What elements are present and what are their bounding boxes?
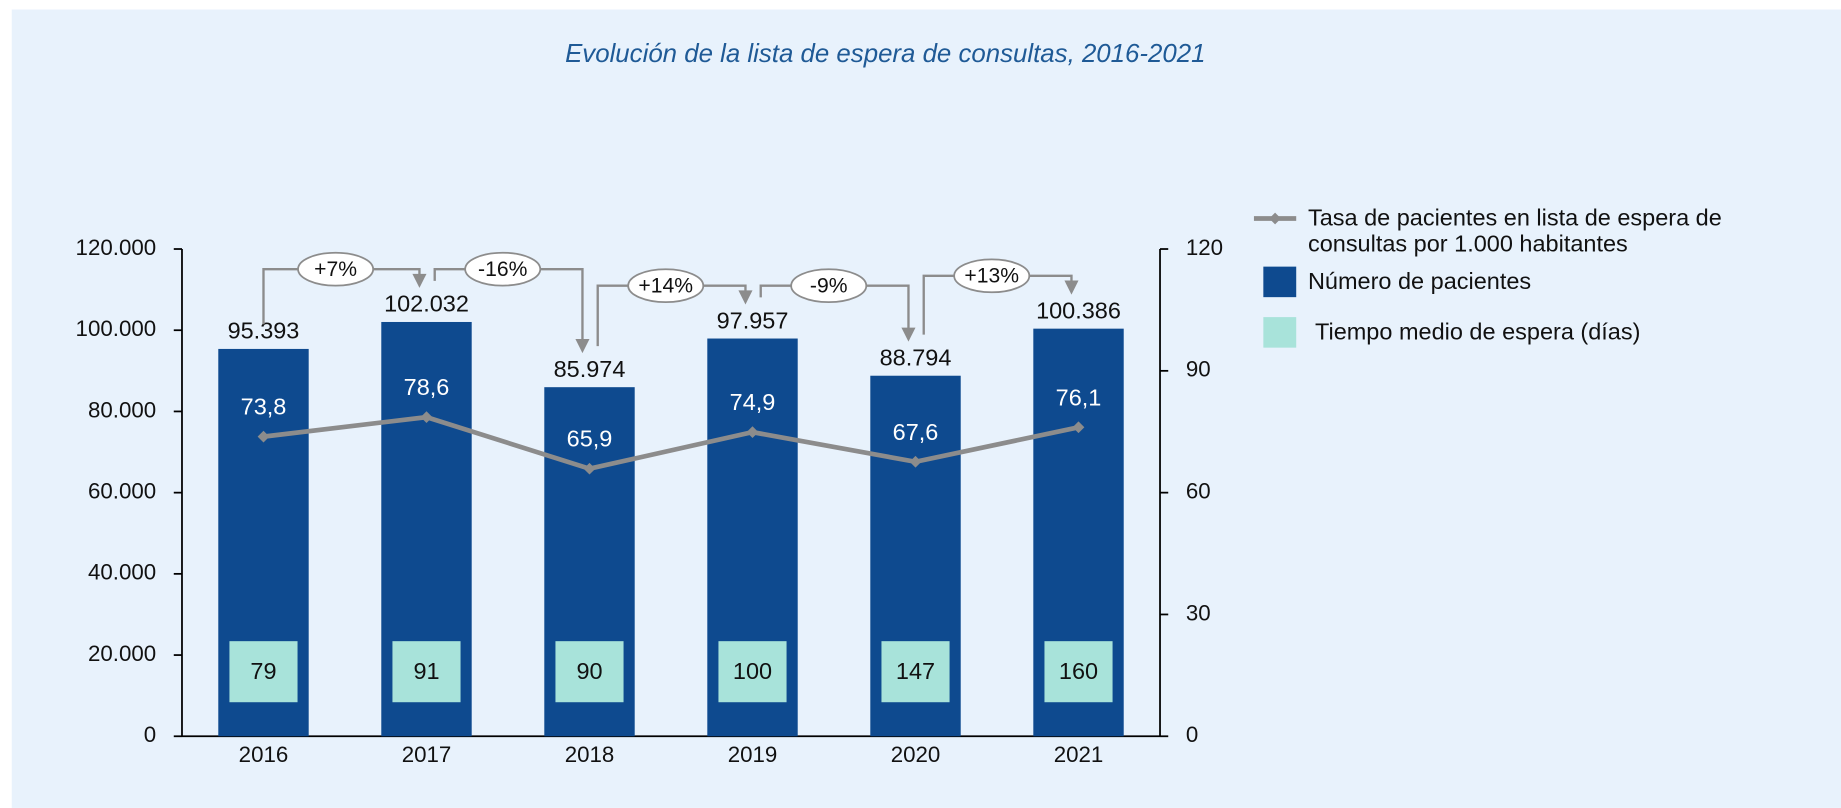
rate-marker [257, 430, 270, 443]
x-tick-label: 2020 [891, 742, 941, 767]
annotation-arrow [412, 273, 427, 288]
bar-value-label: 100.386 [1036, 297, 1121, 323]
wait-label: 160 [1059, 658, 1098, 684]
y-tick-label: 20.000 [88, 641, 156, 666]
wait-label: 100 [733, 658, 772, 684]
x-tick-label: 2019 [728, 742, 778, 767]
annotation-arrow [738, 290, 753, 305]
rate-value-label: 73,8 [241, 394, 287, 420]
annotation-arrow [575, 339, 590, 354]
annotation-label: -16% [478, 258, 528, 281]
wait-box [392, 641, 461, 703]
wait-label: 90 [576, 658, 602, 684]
legend-label: Tasa de pacientes en lista de espera de … [1307, 205, 1722, 258]
rate-value-label: 65,9 [567, 426, 613, 452]
legend-swatch [1263, 317, 1297, 348]
x-tick-label: 2016 [239, 742, 289, 767]
legend-swatch [1263, 266, 1297, 298]
annotation-label: +7% [314, 258, 357, 281]
annotation-label: +13% [964, 265, 1019, 288]
chart-title: Evolución de la lista de espera de consu… [565, 40, 1205, 68]
legend-label: Tiempo medio de espera (días) [1315, 319, 1641, 346]
y-tick-label: 80.000 [88, 397, 156, 422]
rate-marker [909, 455, 922, 468]
y-tick-label: 0 [144, 722, 156, 747]
annotation-bubble [297, 251, 375, 287]
bar-value-label: 97.957 [717, 307, 789, 333]
y2-tick-label: 0 [1186, 722, 1198, 747]
annotation-bubble [953, 258, 1031, 294]
wait-label: 91 [413, 658, 439, 684]
rate-marker [1072, 421, 1085, 434]
x-tick-label: 2021 [1054, 742, 1104, 767]
y-tick-label: 100.000 [76, 316, 157, 341]
y-tick-label: 40.000 [88, 560, 156, 585]
rate-line [263, 414, 1080, 472]
y2-tick-label: 30 [1186, 600, 1211, 625]
bar-value-label: 85.974 [554, 356, 626, 382]
rate-marker [420, 411, 433, 423]
wait-label: 79 [250, 658, 276, 684]
y2-tick-label: 90 [1186, 357, 1211, 382]
y-tick-label: 120.000 [76, 235, 157, 260]
legend-item: Número de pacientes [1307, 268, 1532, 295]
wait-box [229, 641, 298, 703]
annotation-arrow [1064, 280, 1079, 295]
y2-tick-label: 120 [1186, 235, 1223, 260]
rate-value-label: 74,9 [730, 389, 776, 415]
x-tick-label: 2018 [565, 742, 615, 767]
bar-value-label: 88.794 [880, 344, 952, 370]
rate-marker [746, 426, 759, 439]
wait-label: 147 [896, 658, 935, 684]
wait-box [718, 641, 787, 703]
legend-item: Tasa de pacientes en lista de espera de … [1307, 205, 1722, 258]
annotation-bubble [464, 251, 542, 287]
bar-value-label: 102.032 [384, 291, 469, 317]
annotation-arrow [901, 327, 916, 342]
rate-value-label: 78,6 [404, 374, 450, 400]
y-tick-label: 60.000 [88, 479, 156, 504]
legend-item: Tiempo medio de espera (días) [1315, 319, 1641, 346]
annotation-label: +14% [638, 274, 693, 297]
legend-label: Número de pacientes [1307, 268, 1532, 295]
wait-box [881, 641, 950, 703]
rate-value-label: 76,1 [1056, 384, 1102, 410]
annotation-bubble [790, 268, 868, 304]
annotation-label: -9% [810, 274, 848, 297]
rate-value-label: 67,6 [893, 419, 939, 445]
wait-box [1044, 641, 1113, 703]
y2-tick-label: 60 [1186, 479, 1211, 504]
x-tick-label: 2017 [402, 742, 452, 767]
wait-box [555, 641, 624, 703]
legend-marker [1269, 212, 1281, 225]
annotation-bubble [627, 268, 705, 304]
